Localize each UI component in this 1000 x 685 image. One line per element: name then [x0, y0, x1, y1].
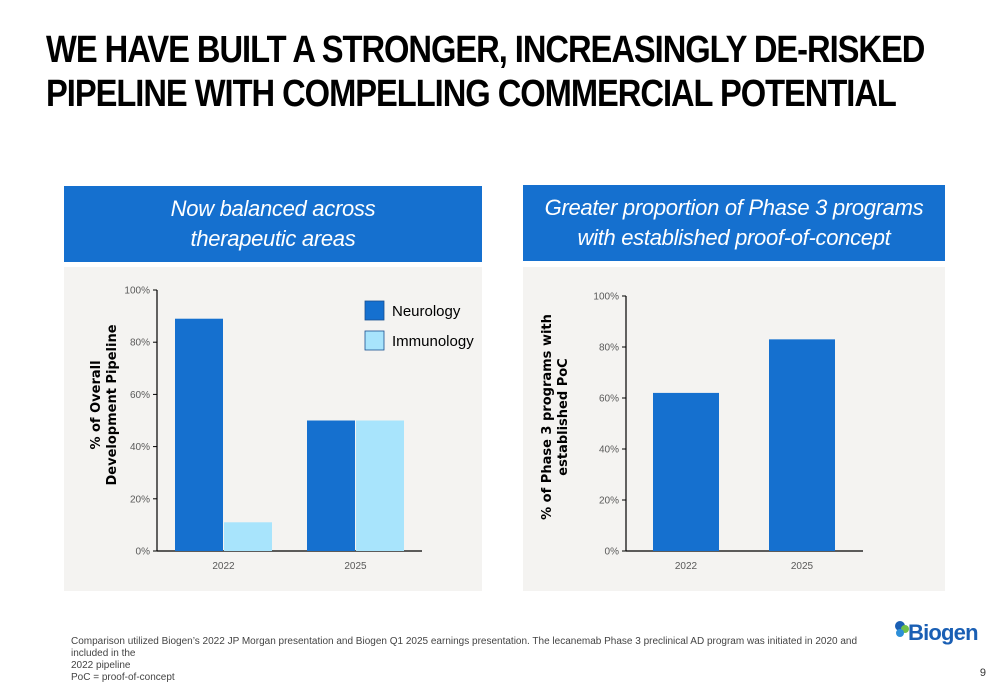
footnote-line-1: Comparison utilized Biogen’s 2022 JP Mor… [71, 636, 858, 659]
left-y-tick-label: 60% [130, 390, 150, 401]
right-y-axis-label-line: % of Phase 3 programs with [540, 314, 555, 520]
left-y-tick-label: 100% [124, 286, 150, 297]
right-y-axis-label: % of Phase 3 programs with established Po… [540, 314, 571, 520]
pipeline-balance-chart: 0% 20% 40% 60% 80% 100% 2022 2025 % of Overall De… [89, 286, 474, 573]
left-bar-immunology-2025 [356, 420, 404, 551]
slide-title: WE HAVE BUILT A STRONGER, INCREASINGLY D… [46, 28, 925, 116]
left-chart-banner: Now balanced across therapeutic areas [64, 186, 482, 262]
right-y-tick-label: 0% [605, 547, 620, 558]
left-legend-label: Immunology [392, 333, 474, 350]
right-bar-value-2022 [653, 392, 719, 551]
footnote-line-3: PoC = proof-of-concept [71, 672, 175, 683]
title-line-2: PIPELINE WITH COMPELLING COMMERCIAL POTE… [46, 73, 897, 115]
left-y-axis-label: % of Overall Development Pipeline [89, 324, 120, 485]
title-line-1: WE HAVE BUILT A STRONGER, INCREASINGLY D… [46, 29, 925, 71]
right-y-tick-label: 80% [599, 343, 619, 354]
right-y-axis-label-line: established PoC [556, 358, 571, 475]
right-banner-line-2: with established proof-of-concept [577, 225, 891, 250]
right-banner-line-1: Greater proportion of Phase 3 programs [544, 195, 924, 220]
left-chart-panel: 0% 20% 40% 60% 80% 100% 2022 2025 % of Overall De… [64, 267, 482, 591]
right-y-tick-label: 60% [599, 394, 619, 405]
right-y-tick-label: 40% [599, 445, 619, 456]
right-chart-banner: Greater proportion of Phase 3 programs w… [523, 185, 945, 261]
biogen-logo-text: Biogen [908, 620, 979, 645]
left-bar-neurology-2022 [175, 318, 223, 551]
left-bar-immunology-2022 [224, 522, 272, 551]
right-bar-value-2025 [769, 339, 835, 551]
phase3-poc-chart: 0% 20% 40% 60% 80% 100% 2022 2025 % of Phase 3 p… [540, 292, 863, 572]
left-legend-swatch [364, 330, 385, 351]
left-x-tick-label: 2025 [344, 561, 367, 572]
right-y-tick-label: 100% [593, 292, 619, 303]
left-legend-label: Neurology [392, 303, 461, 320]
left-y-tick-label: 0% [136, 547, 151, 558]
right-chart-panel: 0% 20% 40% 60% 80% 100% 2022 2025 % of Phase 3 p… [523, 267, 945, 591]
left-x-tick-label: 2022 [212, 561, 235, 572]
page-number: 9 [979, 667, 986, 679]
left-y-axis-label-line: Development Pipeline [105, 324, 120, 485]
left-banner-line-2: therapeutic areas [190, 226, 356, 251]
left-y-tick-label: 40% [130, 442, 150, 453]
right-x-tick-label: 2022 [675, 561, 698, 572]
right-y-tick-label: 20% [599, 496, 619, 507]
right-x-tick-label: 2025 [791, 561, 814, 572]
left-bar-neurology-2025 [307, 420, 355, 551]
left-y-tick-label: 80% [130, 338, 150, 349]
footnote-line-2: 2022 pipeline [71, 660, 131, 671]
left-legend-swatch [364, 300, 385, 321]
biogen-logo: Biogen [892, 618, 979, 654]
footnote: Comparison utilized Biogen’s 2022 JP Mor… [71, 636, 891, 684]
left-y-axis-label-line: % of Overall [89, 360, 104, 449]
left-banner-line-1: Now balanced across [170, 196, 376, 221]
left-y-tick-label: 20% [130, 494, 150, 505]
biogen-logo-mark-icon [895, 621, 909, 637]
